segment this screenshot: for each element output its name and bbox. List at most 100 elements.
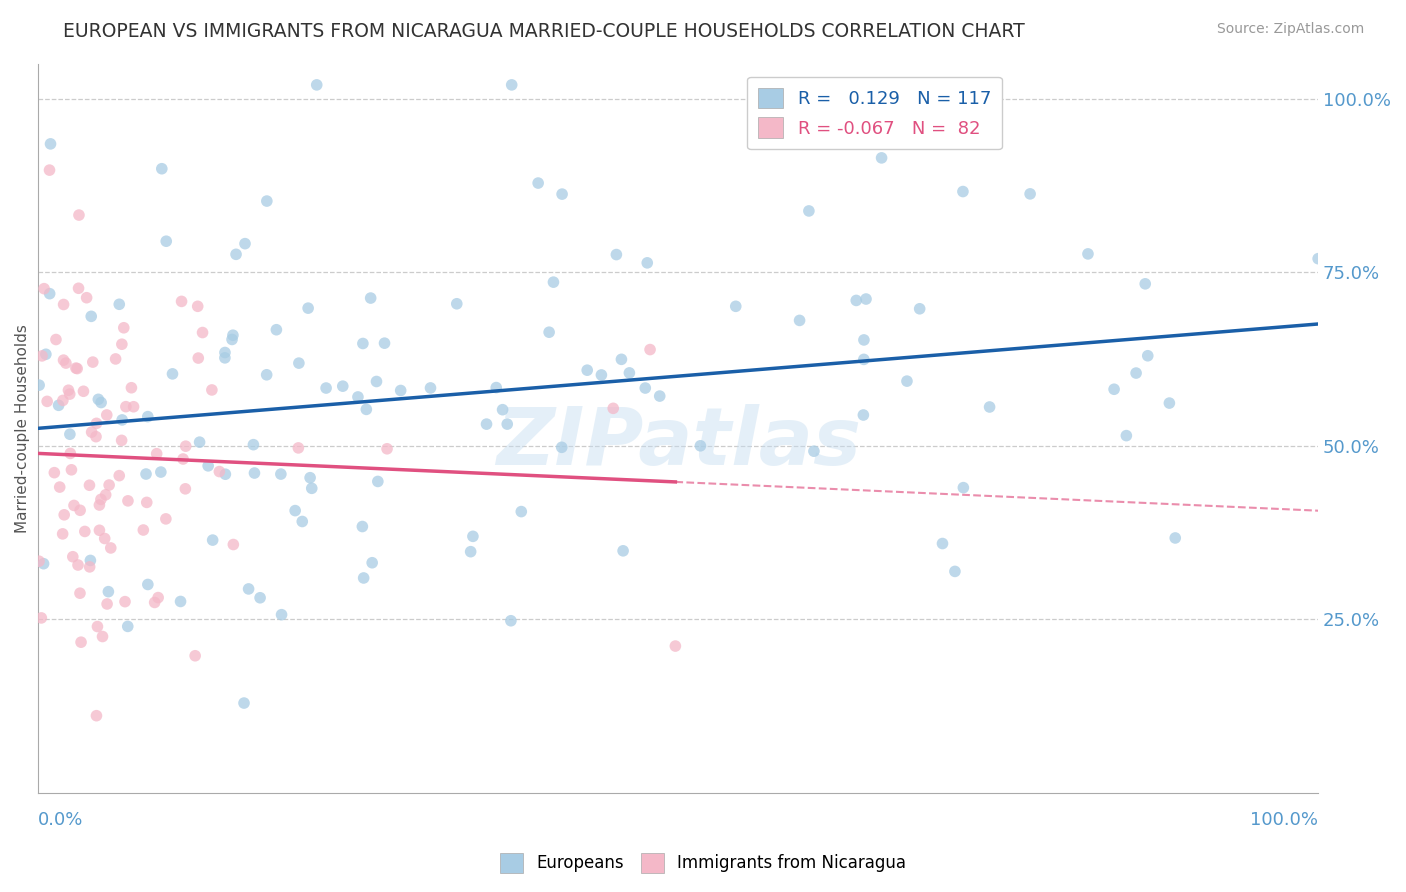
Point	[117, 619, 139, 633]
Point	[136, 409, 159, 424]
Point	[30, 611, 52, 625]
Point	[852, 333, 875, 347]
Point	[39, 136, 62, 151]
Point	[214, 467, 236, 482]
Point	[419, 381, 441, 395]
Point	[37, 394, 59, 409]
Point	[67, 208, 90, 222]
Point	[1308, 252, 1330, 266]
Point	[375, 442, 398, 456]
Point	[91, 630, 114, 644]
Point	[724, 299, 747, 313]
Point	[576, 363, 599, 377]
Point	[291, 515, 314, 529]
Point	[952, 185, 974, 199]
Point	[169, 594, 191, 608]
Point	[191, 326, 214, 340]
Point	[201, 533, 224, 547]
Point	[233, 236, 256, 251]
Point	[62, 549, 84, 564]
Point	[108, 468, 131, 483]
Point	[243, 466, 266, 480]
Point	[32, 282, 55, 296]
Point	[1135, 277, 1157, 291]
Point	[979, 400, 1001, 414]
Point	[352, 519, 374, 533]
Point	[360, 291, 382, 305]
Point	[1136, 349, 1159, 363]
Point	[305, 78, 328, 92]
Y-axis label: Married-couple Households: Married-couple Households	[15, 324, 30, 533]
Point	[485, 381, 508, 395]
Point	[80, 310, 103, 324]
Point	[89, 498, 111, 512]
Point	[90, 492, 112, 507]
Point	[59, 387, 82, 401]
Point	[208, 465, 231, 479]
Point	[797, 203, 820, 218]
Point	[114, 594, 136, 608]
Point	[52, 393, 75, 408]
Point	[143, 595, 166, 609]
Point	[689, 439, 711, 453]
Point	[225, 247, 247, 261]
Point	[931, 536, 953, 550]
Point	[89, 523, 111, 537]
Point	[187, 299, 209, 313]
Point	[610, 352, 633, 367]
Point	[80, 425, 103, 439]
Point	[591, 368, 613, 382]
Text: Source: ZipAtlas.com: Source: ZipAtlas.com	[1216, 22, 1364, 37]
Point	[44, 466, 66, 480]
Point	[619, 366, 641, 380]
Point	[28, 554, 51, 568]
Point	[222, 328, 245, 343]
Point	[66, 361, 89, 376]
Point	[638, 343, 661, 357]
Point	[145, 447, 167, 461]
Point	[188, 435, 211, 450]
Point	[297, 301, 319, 315]
Point	[73, 524, 96, 539]
Point	[249, 591, 271, 605]
Point	[602, 401, 624, 416]
Point	[48, 480, 70, 494]
Point	[45, 333, 67, 347]
Point	[111, 337, 134, 351]
Point	[87, 392, 110, 407]
Point	[122, 400, 145, 414]
Point	[96, 597, 118, 611]
Point	[256, 368, 278, 382]
Point	[52, 297, 75, 311]
Point	[908, 301, 931, 316]
Point	[288, 356, 311, 370]
Point	[38, 286, 60, 301]
Point	[353, 571, 375, 585]
Point	[1115, 428, 1137, 442]
Point	[136, 577, 159, 591]
Text: 100.0%: 100.0%	[1250, 811, 1319, 829]
Point	[1019, 186, 1042, 201]
Text: ZIPatlas: ZIPatlas	[496, 404, 860, 482]
Point	[48, 398, 70, 412]
Point	[135, 495, 157, 509]
Point	[111, 434, 134, 448]
Point	[361, 556, 384, 570]
Point	[315, 381, 337, 395]
Point	[82, 355, 104, 369]
Point	[38, 163, 60, 178]
Point	[35, 347, 58, 361]
Point	[98, 478, 121, 492]
Point	[636, 256, 658, 270]
Point	[58, 383, 80, 397]
Point	[270, 467, 292, 481]
Point	[1125, 366, 1147, 380]
Point	[301, 481, 323, 495]
Point	[155, 234, 177, 248]
Point	[146, 591, 169, 605]
Point	[852, 352, 875, 367]
Point	[97, 584, 120, 599]
Point	[499, 614, 522, 628]
Point	[792, 132, 814, 146]
Point	[70, 635, 93, 649]
